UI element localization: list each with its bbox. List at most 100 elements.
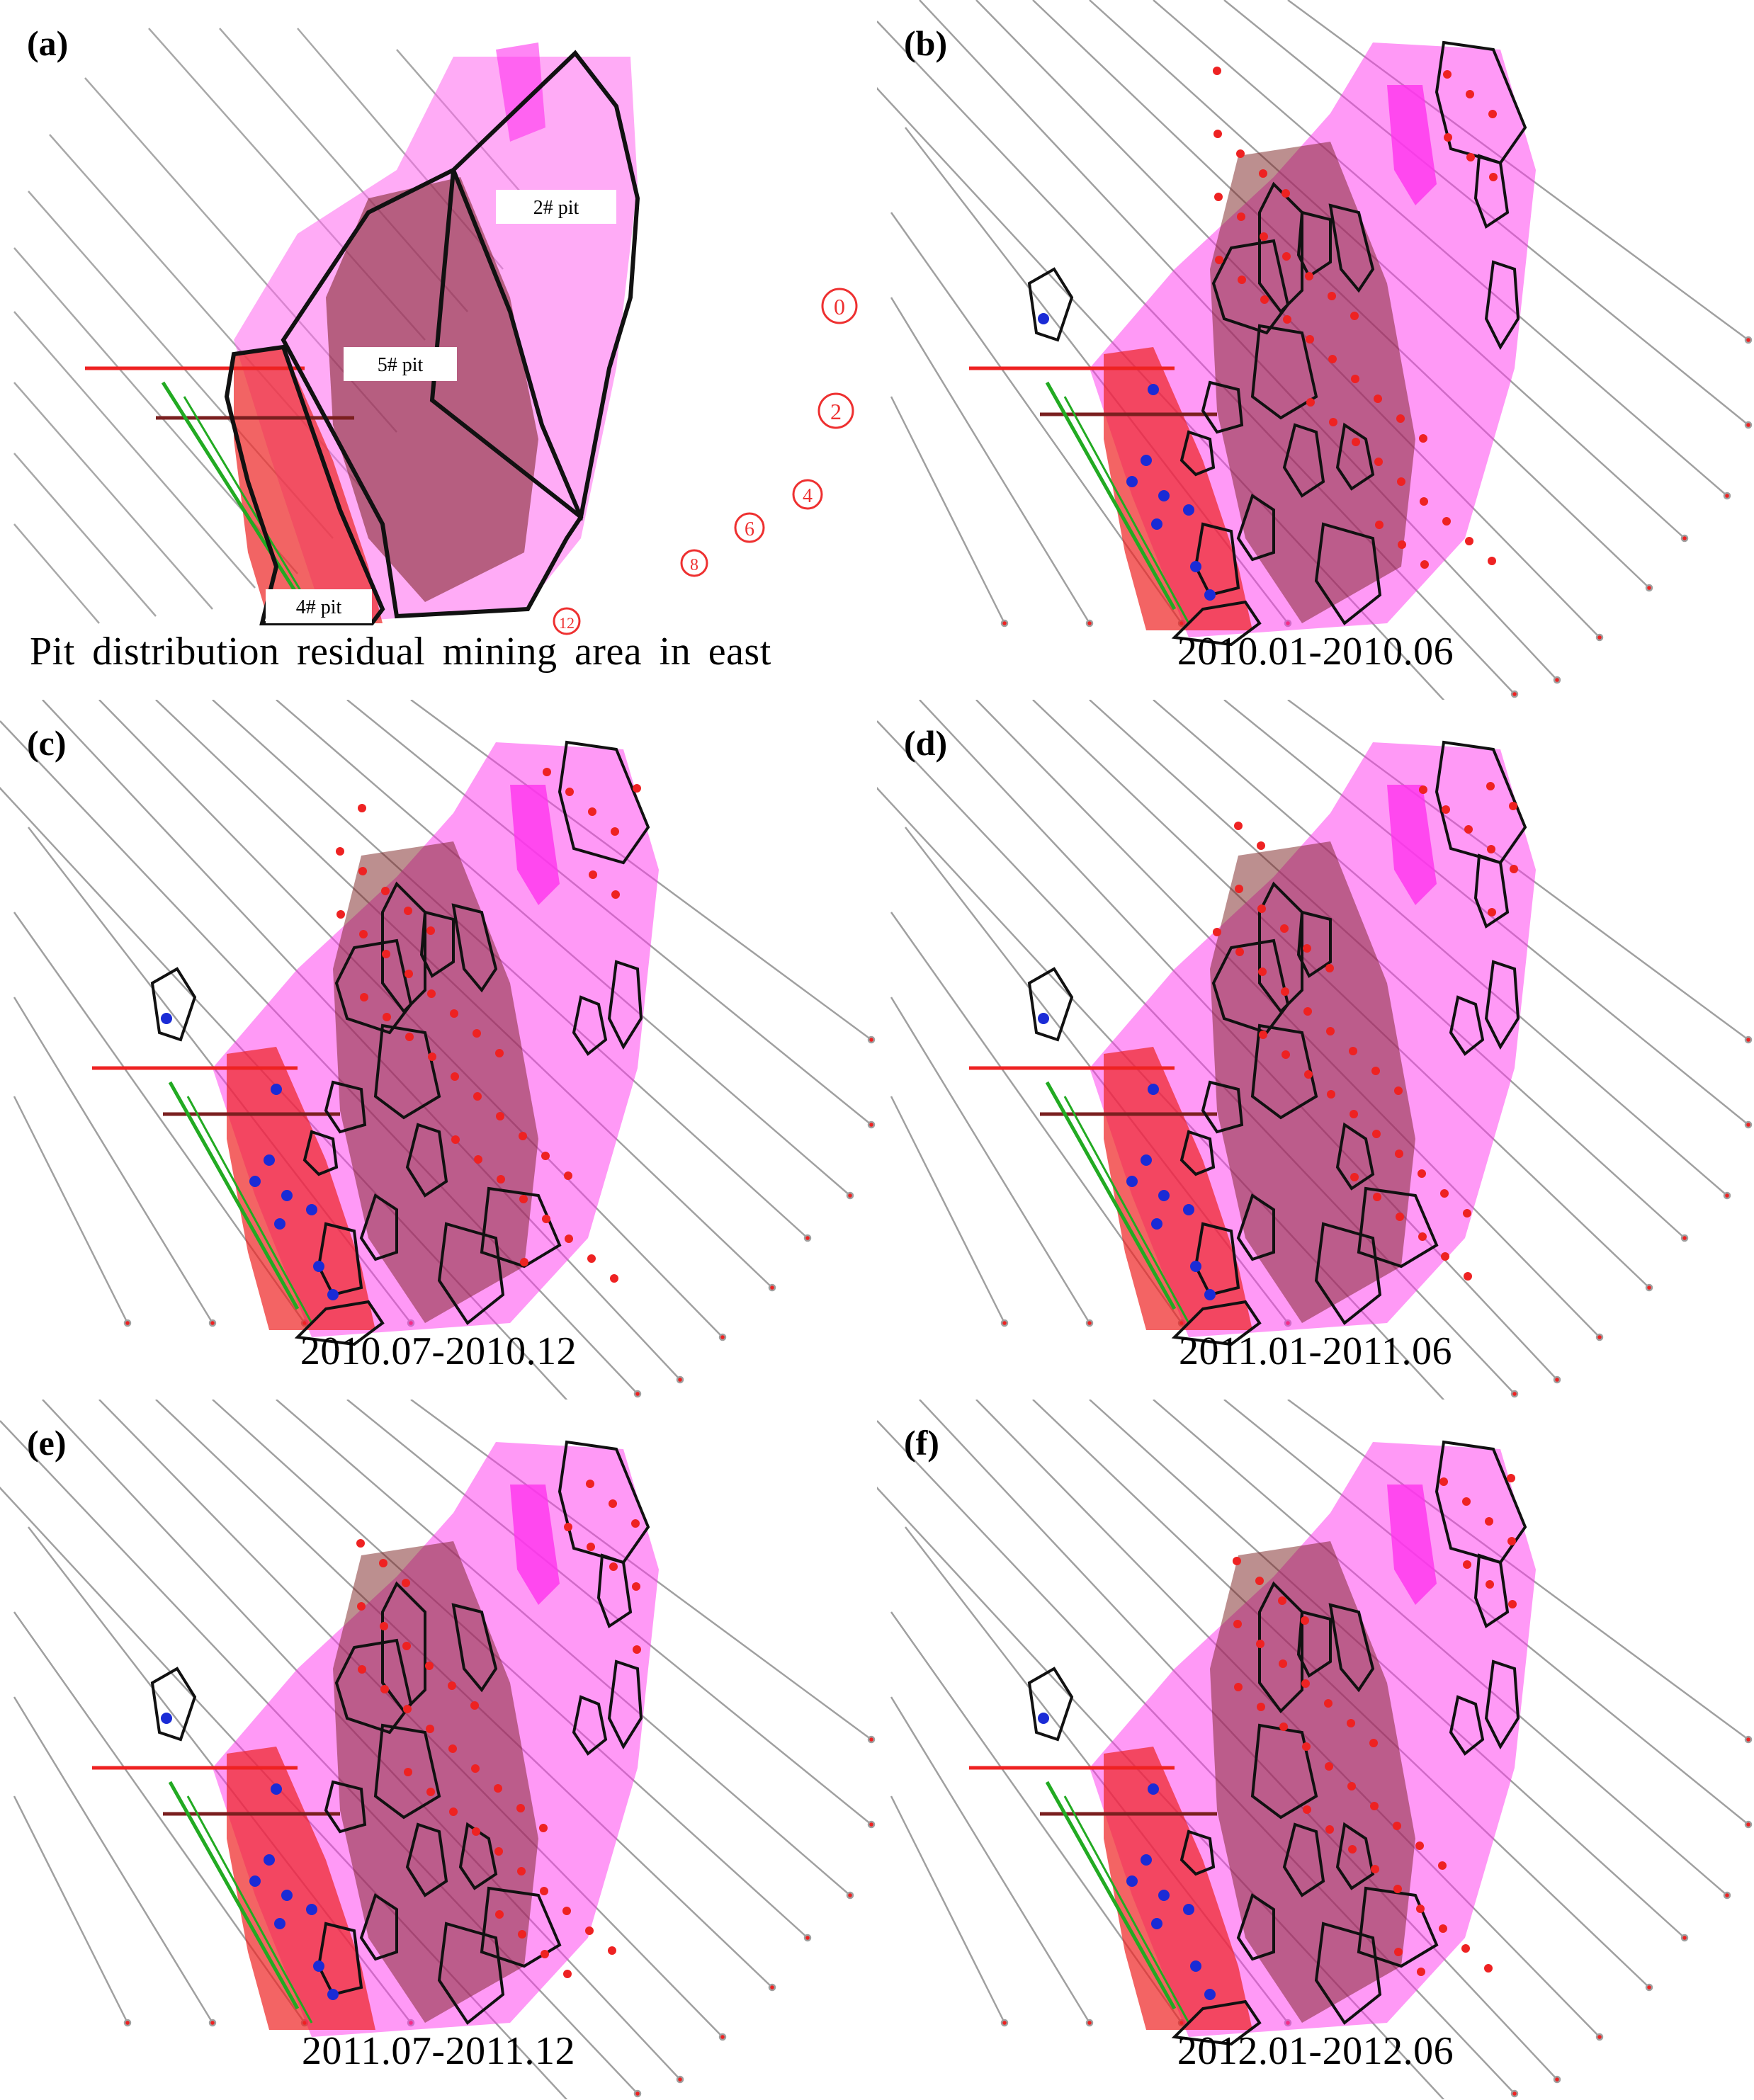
line-number: 2 xyxy=(830,399,842,424)
pit-outline xyxy=(1194,1222,1240,1297)
red-zone xyxy=(1104,1747,1252,2030)
panel-c: (c) 2010.07-2010.12 xyxy=(0,700,877,1400)
pit-outline xyxy=(1328,203,1375,293)
mining-pit-outlines xyxy=(1171,1440,1527,2046)
pit-outline xyxy=(1250,324,1318,420)
pit-outline xyxy=(1335,1122,1375,1191)
pit-outline xyxy=(1296,210,1332,278)
panel-label: (a) xyxy=(27,23,69,63)
line-number-circle xyxy=(553,607,581,635)
line-number-circle xyxy=(821,288,858,324)
panel-e: (e) 2011.07-2011.12 xyxy=(0,1400,877,2099)
pit2-label: 2# pit xyxy=(533,197,579,219)
panel-b: (b) 2010.01-2010.06 xyxy=(877,0,1754,700)
panel-caption: 2011.07-2011.12 xyxy=(302,2029,575,2073)
pit-outline xyxy=(1449,1695,1485,1756)
map-b xyxy=(877,0,1753,700)
line-number: 4 xyxy=(803,485,813,507)
magenta-belt xyxy=(1387,785,1437,905)
map-d xyxy=(877,700,1753,1400)
map-c xyxy=(0,700,876,1400)
pit-outline xyxy=(1194,522,1240,597)
pit-outline xyxy=(458,1822,498,1890)
panel-caption: Pit distribution residual mining area in… xyxy=(30,630,771,674)
pit-outline xyxy=(1179,430,1216,477)
mining-pit-outlines xyxy=(1171,40,1527,647)
pit-outline xyxy=(334,938,413,1035)
pit-outline xyxy=(419,910,455,978)
pit-outline xyxy=(480,1186,562,1268)
pit4-label: 4# pit xyxy=(296,596,342,618)
pit-outline xyxy=(1335,1822,1375,1890)
pit-outline xyxy=(596,1553,633,1629)
blue-markers xyxy=(161,1713,339,2000)
pit-outline xyxy=(1357,1186,1439,1268)
panel-a: 2# pit 5# pit 4# pit 0 2 4 6 8 12 (a) Pi… xyxy=(0,0,877,700)
pit-outline xyxy=(1484,1659,1520,1750)
map-f xyxy=(877,1400,1753,2099)
pit-outline xyxy=(334,1638,413,1735)
mining-pit-outlines xyxy=(294,740,650,1346)
red-zone xyxy=(1104,1047,1252,1330)
pit-outline xyxy=(359,1193,398,1261)
pit-outline xyxy=(302,1130,339,1176)
pit-outline xyxy=(373,1023,441,1120)
pit-outline xyxy=(324,1780,367,1834)
pit-outline xyxy=(1314,522,1382,625)
line-number-circle xyxy=(680,549,708,577)
pit-outline xyxy=(1328,1603,1375,1693)
pit-outline xyxy=(1236,1892,1275,1961)
pit-outline xyxy=(373,1723,441,1820)
pit-outline xyxy=(451,1603,498,1693)
pit5-label: 5# pit xyxy=(378,354,424,376)
red-zone xyxy=(227,1747,375,2030)
magenta-belt xyxy=(510,1485,560,1605)
pit-outline xyxy=(294,1300,385,1346)
pit-outline xyxy=(1449,995,1485,1056)
pit-outline xyxy=(1484,260,1520,351)
panel-label: (d) xyxy=(904,723,948,763)
pit-outline xyxy=(1357,1886,1439,1968)
magenta-belt xyxy=(1387,1485,1437,1605)
pit-outline xyxy=(558,740,650,865)
panel-d: (d) 2011.01-2011.06 xyxy=(877,700,1754,1400)
red-zone xyxy=(1104,347,1252,630)
red-dots xyxy=(1213,782,1518,1281)
pit-outline xyxy=(359,1892,398,1961)
pit-outline xyxy=(1171,600,1262,647)
blue-markers xyxy=(1038,1013,1216,1300)
panel-label: (c) xyxy=(27,723,67,763)
pit-outline xyxy=(1201,380,1244,434)
panel-label: (e) xyxy=(27,1423,67,1463)
pit-outline xyxy=(1171,1300,1262,1346)
red-dots xyxy=(336,768,641,1283)
pit-outline xyxy=(1179,1829,1216,1876)
blue-markers xyxy=(1038,1713,1216,2000)
blue-markers xyxy=(161,1013,339,1300)
red-dots xyxy=(1233,1474,1517,1976)
panel-f: (f) 2012.01-2012.06 xyxy=(877,1400,1754,2099)
pit-outline xyxy=(317,1222,363,1297)
pit-outline xyxy=(317,1922,363,1997)
pit-outline xyxy=(1282,423,1325,498)
line-number-circle xyxy=(792,479,823,510)
pit-outline xyxy=(1211,239,1290,335)
pit-outline xyxy=(1250,1023,1318,1120)
pit-outline xyxy=(1335,422,1375,491)
pit-outline xyxy=(607,1659,643,1750)
blue-markers xyxy=(1038,313,1216,601)
red-dots xyxy=(1213,67,1498,569)
panel-caption: 2010.07-2010.12 xyxy=(300,1329,577,1373)
map-e xyxy=(0,1400,876,2099)
pit-outline xyxy=(1282,1822,1325,1897)
map-a: 2# pit 5# pit 4# pit 0 2 4 6 8 12 xyxy=(13,28,858,635)
pit-outline xyxy=(572,995,608,1056)
pit-outline xyxy=(324,1080,367,1134)
panel-caption: 2010.01-2010.06 xyxy=(1177,630,1454,674)
magenta-belt xyxy=(1387,85,1437,205)
pit-outline xyxy=(1201,1080,1244,1134)
pit-outline xyxy=(1473,1553,1510,1629)
red-dots xyxy=(356,1480,641,1978)
line-number: 12 xyxy=(559,614,575,632)
pit-outline xyxy=(405,1123,448,1198)
